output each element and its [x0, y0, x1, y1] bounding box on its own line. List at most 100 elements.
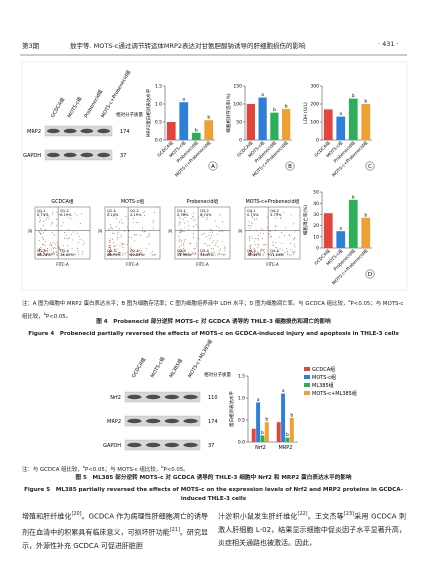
event-dot	[38, 230, 40, 232]
event-dot	[109, 250, 111, 252]
event-dot	[212, 242, 213, 244]
event-dot	[294, 250, 296, 252]
event-dot	[202, 254, 204, 256]
body-column: 增殖和肝纤维化[20]。GCDCA 作为病理性肝细胞凋亡的诱导剂在血清中的积累具…	[22, 508, 208, 553]
event-dot	[133, 254, 135, 256]
event-dot	[269, 236, 271, 238]
significance-label: a	[182, 98, 185, 103]
event-dot	[39, 253, 41, 255]
event-dot	[117, 234, 119, 236]
event-dot	[178, 235, 180, 237]
event-dot	[122, 252, 124, 254]
event-dot	[179, 231, 181, 233]
event-dot	[134, 240, 136, 242]
event-dot	[250, 222, 252, 224]
event-dot	[144, 214, 146, 216]
event-dot	[192, 217, 194, 219]
y-tick-label: 1.0	[238, 396, 245, 402]
event-dot	[254, 253, 256, 255]
event-dot	[178, 241, 180, 243]
event-dot	[211, 234, 213, 236]
event-dot	[153, 212, 155, 214]
event-dot	[139, 254, 141, 256]
event-dot	[109, 252, 110, 254]
panel-label: C	[368, 164, 372, 170]
event-dot	[133, 251, 135, 253]
event-dot	[62, 248, 64, 250]
event-dot	[137, 222, 139, 224]
panel-label: A	[211, 164, 215, 170]
blot-band	[127, 394, 142, 400]
event-dot	[203, 253, 205, 255]
event-dot	[52, 253, 54, 255]
event-dot	[184, 211, 186, 213]
lane-label: ML385组	[168, 357, 185, 379]
event-dot	[260, 250, 262, 252]
event-dot	[198, 250, 200, 252]
event-dot	[114, 254, 116, 256]
event-dot	[270, 231, 272, 233]
event-dot	[221, 253, 223, 255]
event-dot	[253, 248, 255, 249]
significance-label: b	[207, 115, 210, 121]
event-dot	[153, 254, 155, 256]
event-dot	[180, 240, 182, 242]
event-dot	[193, 220, 195, 221]
event-dot	[180, 249, 182, 251]
blot-strip	[44, 125, 113, 137]
event-dot	[203, 243, 205, 244]
event-dot	[272, 244, 274, 246]
text-run: P<0.05。	[163, 466, 189, 473]
event-dot	[66, 238, 68, 240]
event-dot	[68, 238, 69, 239]
event-dot	[223, 249, 225, 251]
event-dot	[180, 241, 182, 243]
event-dot	[130, 247, 132, 249]
event-dot	[201, 216, 203, 218]
event-dot	[185, 253, 187, 255]
event-dot	[143, 212, 145, 213]
event-dot	[276, 254, 277, 256]
blot-band	[97, 128, 110, 134]
event-dot	[42, 248, 44, 250]
event-dot	[200, 253, 202, 255]
event-dot	[44, 228, 46, 230]
event-dot	[280, 254, 282, 256]
event-dot	[280, 216, 282, 218]
blot-strip	[124, 415, 201, 427]
significance-label: b	[364, 212, 367, 218]
header-left: 第3期	[22, 42, 40, 50]
event-dot	[208, 252, 209, 254]
event-dot	[250, 245, 251, 247]
row-label: Nrf2	[110, 395, 121, 401]
event-dot	[49, 252, 51, 254]
event-dot	[218, 227, 220, 229]
event-dot	[113, 253, 115, 255]
event-dot	[120, 234, 122, 236]
event-dot	[185, 239, 186, 241]
event-dot	[279, 248, 281, 250]
event-dot	[56, 254, 58, 256]
event-dot	[122, 243, 124, 245]
event-dot	[205, 243, 207, 245]
quadrant-name: Q3-3	[177, 249, 186, 253]
event-dot	[117, 238, 119, 240]
event-dot	[280, 254, 282, 256]
event-dot	[140, 251, 142, 253]
event-dot	[251, 254, 253, 256]
event-dot	[112, 253, 114, 255]
event-dot	[122, 254, 123, 256]
event-dot	[47, 248, 48, 250]
event-dot	[111, 227, 113, 229]
event-dot	[254, 254, 255, 256]
event-dot	[41, 254, 43, 256]
event-dot	[257, 244, 259, 245]
event-dot	[262, 244, 264, 246]
event-dot	[112, 232, 114, 234]
event-dot	[51, 245, 53, 247]
event-dot	[153, 220, 155, 222]
quadrant-value: 0.73%	[37, 213, 49, 217]
event-dot	[188, 252, 190, 254]
event-dot	[294, 246, 296, 248]
figure-caption: 图 4 Probenecid 部分逆转 MOTS-c 对 GCDCA 诱导的 T…	[96, 319, 331, 325]
